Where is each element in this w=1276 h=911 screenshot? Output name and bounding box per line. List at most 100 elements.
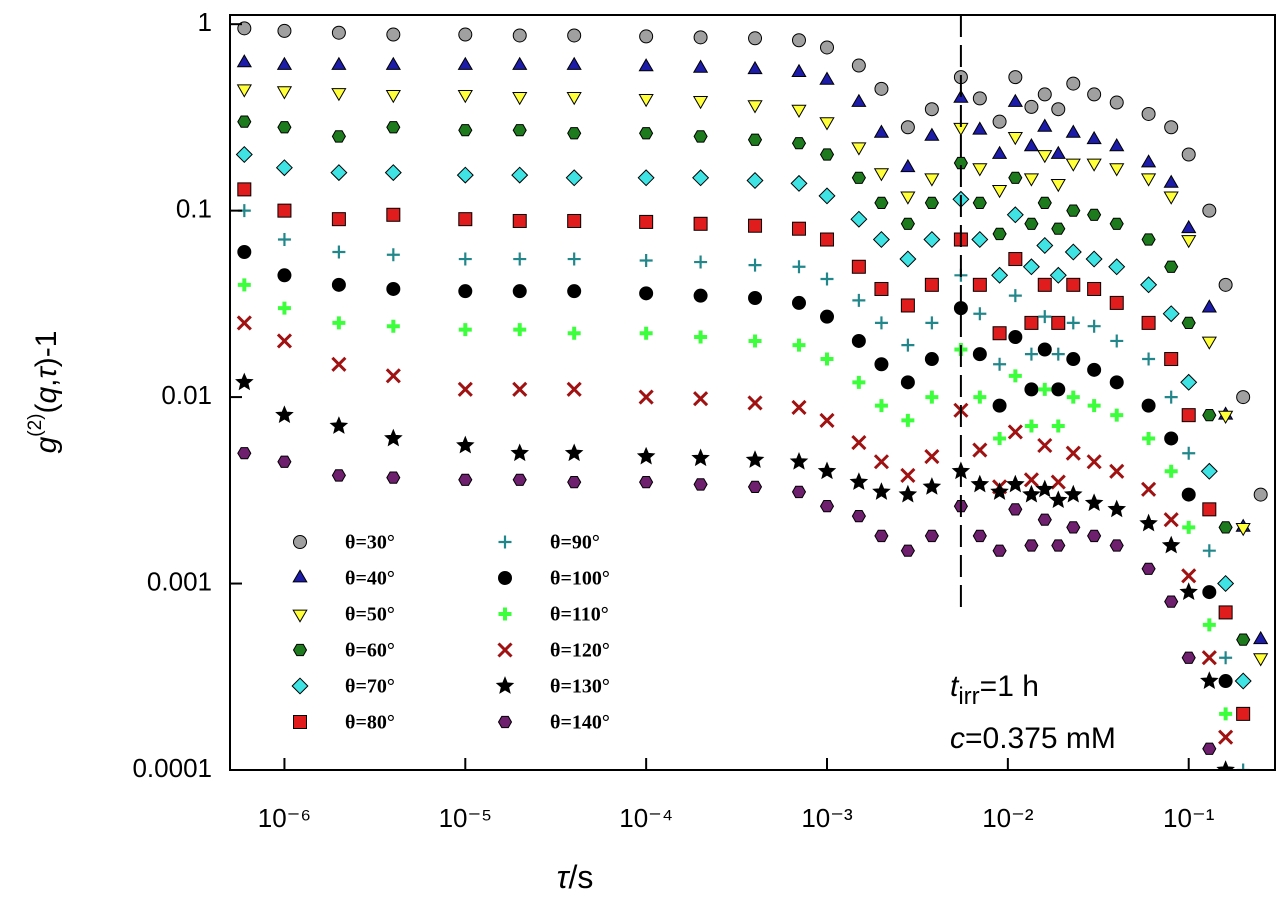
marker [1065,158,1081,172]
marker [1051,315,1066,330]
annotation-part: irr [958,683,979,710]
marker [924,352,939,367]
y-tick-label: 0.01 [161,380,212,410]
marker [1086,158,1102,172]
marker [1051,347,1065,361]
marker [873,454,890,470]
marker [973,390,987,404]
y-tick-label: 0.001 [147,566,212,596]
marker [1109,295,1124,310]
marker [386,281,401,296]
marker [567,284,582,299]
marker [277,455,292,468]
marker [1066,390,1080,404]
marker [1007,132,1023,146]
marker [1140,154,1157,168]
marker [972,347,987,362]
marker [991,145,1008,159]
marker [691,448,710,467]
marker [385,368,401,384]
marker [1202,544,1216,558]
marker [791,137,807,150]
marker [639,254,653,268]
marker [820,309,835,324]
marker [791,221,806,236]
marker [971,230,989,249]
marker [1139,513,1158,532]
marker [458,284,473,299]
marker [1084,493,1104,512]
marker [747,133,763,146]
marker [1038,310,1052,324]
marker [277,23,292,38]
marker [819,412,835,428]
marker [637,169,655,187]
marker [511,166,529,184]
marker [922,477,942,495]
marker [900,544,915,557]
marker [331,88,347,102]
marker [1253,653,1269,667]
marker [565,169,583,187]
marker [748,258,762,272]
marker [972,529,987,543]
marker [1107,499,1127,518]
legend-label: θ=40° [345,568,395,590]
legend-label: θ=110° [550,604,609,626]
legend-marker [497,642,513,658]
marker [924,277,939,292]
legend-label: θ=30° [345,532,395,554]
marker [747,60,763,75]
marker [1163,174,1179,188]
legend-marker [291,677,309,695]
x-label-part: τ [557,859,571,895]
x-tick-label: 10⁻¹ [1163,803,1215,833]
marker [638,94,654,108]
marker [386,319,400,333]
annotation-part: =1 h [980,670,1039,703]
marker [1202,585,1217,600]
marker [1218,605,1233,620]
marker [331,469,346,482]
marker [1085,250,1103,268]
y-label-part: (2) [25,414,46,437]
legend-label: θ=80° [345,712,395,734]
marker [900,217,915,230]
marker [900,120,915,135]
marker [1035,479,1055,498]
marker [792,260,806,274]
marker [1024,217,1039,230]
marker [566,381,582,397]
marker [638,389,654,405]
marker [791,63,807,77]
marker [235,145,253,164]
marker [275,159,293,177]
marker [1108,258,1126,276]
marker [512,56,528,70]
marker [851,435,867,451]
marker [972,277,987,292]
marker [924,102,939,117]
marker [1065,124,1081,138]
marker [1141,562,1156,575]
marker [1218,277,1233,292]
marker [512,124,527,137]
marker [791,295,806,310]
marker [567,28,582,43]
marker [1141,398,1156,413]
marker [874,357,889,372]
marker [331,130,346,143]
marker [1037,118,1053,132]
marker [790,174,808,192]
x-tick-label: 10⁻² [982,803,1034,833]
marker [873,124,890,138]
plot-frame [229,14,1276,771]
marker [820,272,834,286]
marker [1200,671,1219,689]
marker [1218,410,1234,425]
marker [990,482,1009,500]
marker [1036,236,1054,255]
marker [1236,390,1251,405]
marker [275,405,294,424]
marker [874,529,889,543]
